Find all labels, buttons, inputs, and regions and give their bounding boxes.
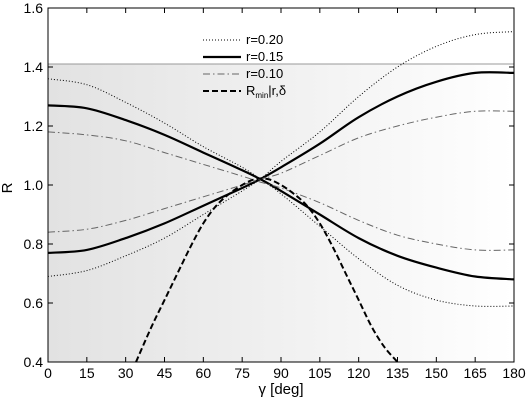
series-line-r-min-r-0: [135, 177, 399, 362]
x-tick-label: 150: [425, 365, 449, 381]
x-tick-label: 0: [44, 365, 52, 381]
x-tick-label: 120: [347, 365, 371, 381]
series-lines: [48, 31, 514, 362]
x-tick-label: 45: [157, 365, 173, 381]
y-tick-label: 0.8: [24, 236, 44, 252]
legend-label-r010: r=0.10: [246, 66, 283, 81]
legend-label-r020: r=0.20: [246, 32, 283, 47]
x-tick-label: 180: [502, 365, 526, 381]
y-tick-label: 1.6: [24, 0, 44, 16]
plot-frame: [47, 7, 515, 363]
x-tick-label: 30: [118, 365, 134, 381]
y-tick-label: 0.6: [24, 295, 44, 311]
x-tick-label: 105: [308, 365, 332, 381]
legend-label-rmin: Rmin|r,δ: [246, 83, 286, 100]
legend-label-r015: r=0.15: [246, 49, 283, 64]
x-tick-label: 135: [386, 365, 410, 381]
y-axis-label: R: [0, 182, 16, 193]
x-tick-label: 15: [79, 365, 95, 381]
series-line-r-0-10-1: [48, 131, 514, 251]
x-tick-label: 90: [273, 365, 289, 381]
y-tick-label: 1.0: [24, 177, 44, 193]
axis-ticks: [47, 7, 515, 363]
legend: r=0.20 r=0.15 r=0.10 Rmin|r,δ: [203, 32, 286, 100]
y-tick-label: 1.4: [24, 59, 44, 75]
y-tick-label: 0.4: [24, 354, 44, 370]
x-axis-label: γ [deg]: [258, 381, 303, 398]
shaded-region: [48, 63, 514, 363]
tick-labels: 0 15 30 45 60 75 90 105 120 135 150 165 180 0.4 0.6 0.8…: [24, 0, 526, 381]
shaded-band: [48, 64, 514, 363]
series-line-r-0-15-0: [48, 71, 514, 254]
x-tick-label: 75: [234, 365, 250, 381]
x-tick-label: 165: [463, 365, 487, 381]
series-line-r-0-10-0: [48, 110, 514, 233]
y-tick-label: 1.2: [24, 118, 44, 134]
x-tick-label: 60: [196, 365, 212, 381]
series-line-r-0-20-0: [48, 31, 514, 277]
